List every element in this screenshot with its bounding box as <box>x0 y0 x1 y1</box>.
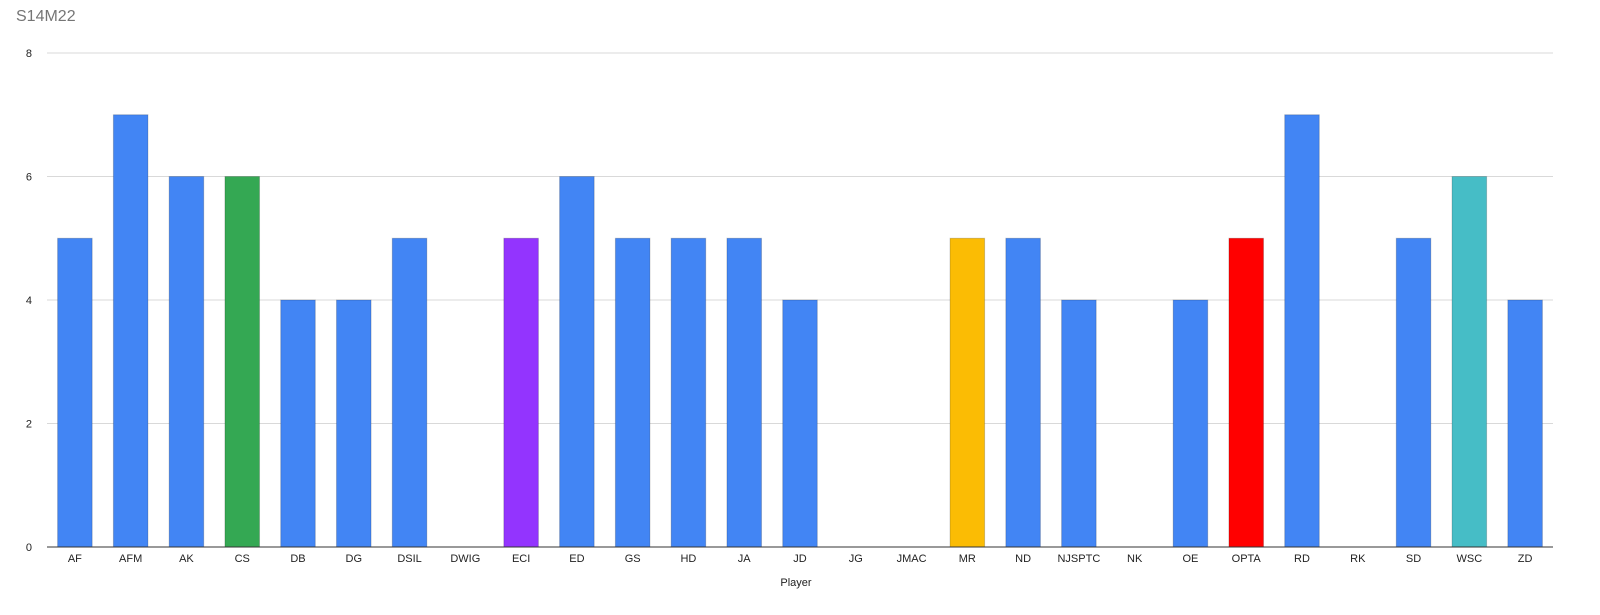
y-tick-label: 6 <box>26 172 32 184</box>
bar-eci <box>503 237 539 548</box>
x-tick-label: NK <box>1127 553 1143 565</box>
x-tick-label: GS <box>625 553 641 565</box>
x-tick-label: HD <box>680 553 696 565</box>
axes: 0 2 4 6 8 AF AFM AK CS DB DG DSIL DWIG ECI ED GS HD JA JD J… <box>26 48 1553 565</box>
x-tick-label: DB <box>290 553 305 565</box>
bar-af <box>57 237 93 548</box>
bars <box>57 114 1543 548</box>
bar-ed <box>559 176 595 548</box>
x-tick-label: AK <box>179 553 194 565</box>
y-tick-label: 4 <box>26 295 32 307</box>
bar-hd <box>670 237 707 548</box>
x-axis-title: Player <box>780 577 812 589</box>
bar-nd <box>1005 237 1041 548</box>
x-tick-label: AF <box>68 553 82 565</box>
bar-ak <box>168 176 205 548</box>
x-tick-label: ECI <box>512 553 530 565</box>
bar-njsptc <box>1061 299 1097 548</box>
x-tick-label: CS <box>235 553 250 565</box>
bar-oe <box>1172 299 1209 548</box>
x-tick-label: ED <box>569 553 584 565</box>
x-tick-label: MR <box>959 553 976 565</box>
bar-cs <box>224 176 261 548</box>
bar-jd <box>782 299 818 548</box>
bar-zd <box>1507 299 1543 548</box>
bar-rd <box>1284 114 1320 548</box>
x-tick-label: JMAC <box>897 553 927 565</box>
y-tick-label: 8 <box>26 48 32 60</box>
x-tick-label: JA <box>738 553 752 565</box>
x-tick-label: NJSPTC <box>1057 553 1100 565</box>
x-tick-label: JD <box>793 553 807 565</box>
y-tick-label: 2 <box>26 419 32 431</box>
x-tick-label: DWIG <box>450 553 480 565</box>
bar-dsil <box>391 237 428 548</box>
x-tick-label: RK <box>1350 553 1366 565</box>
x-tick-label: OPTA <box>1232 553 1262 565</box>
bar-ja <box>726 237 763 548</box>
bar-dg <box>335 299 372 548</box>
y-tick-label: 0 <box>26 542 32 554</box>
bar-db <box>280 299 316 548</box>
bar-gs <box>614 237 651 548</box>
chart-title: S14M22 <box>16 8 76 25</box>
x-tick-label: DG <box>346 553 363 565</box>
x-tick-label: SD <box>1406 553 1421 565</box>
bar-afm <box>112 114 149 548</box>
x-tick-label: OE <box>1182 553 1198 565</box>
x-tick-label: WSC <box>1456 553 1482 565</box>
x-tick-label: AFM <box>119 553 142 565</box>
x-tick-label: JG <box>849 553 863 565</box>
x-tick-label: ZD <box>1518 553 1533 565</box>
bar-sd <box>1395 237 1432 548</box>
bar-wsc <box>1451 176 1488 548</box>
x-tick-label: RD <box>1294 553 1310 565</box>
x-tick-label: DSIL <box>397 553 421 565</box>
bar-opta <box>1228 237 1265 548</box>
bar-mr <box>949 237 986 548</box>
x-tick-label: ND <box>1015 553 1031 565</box>
